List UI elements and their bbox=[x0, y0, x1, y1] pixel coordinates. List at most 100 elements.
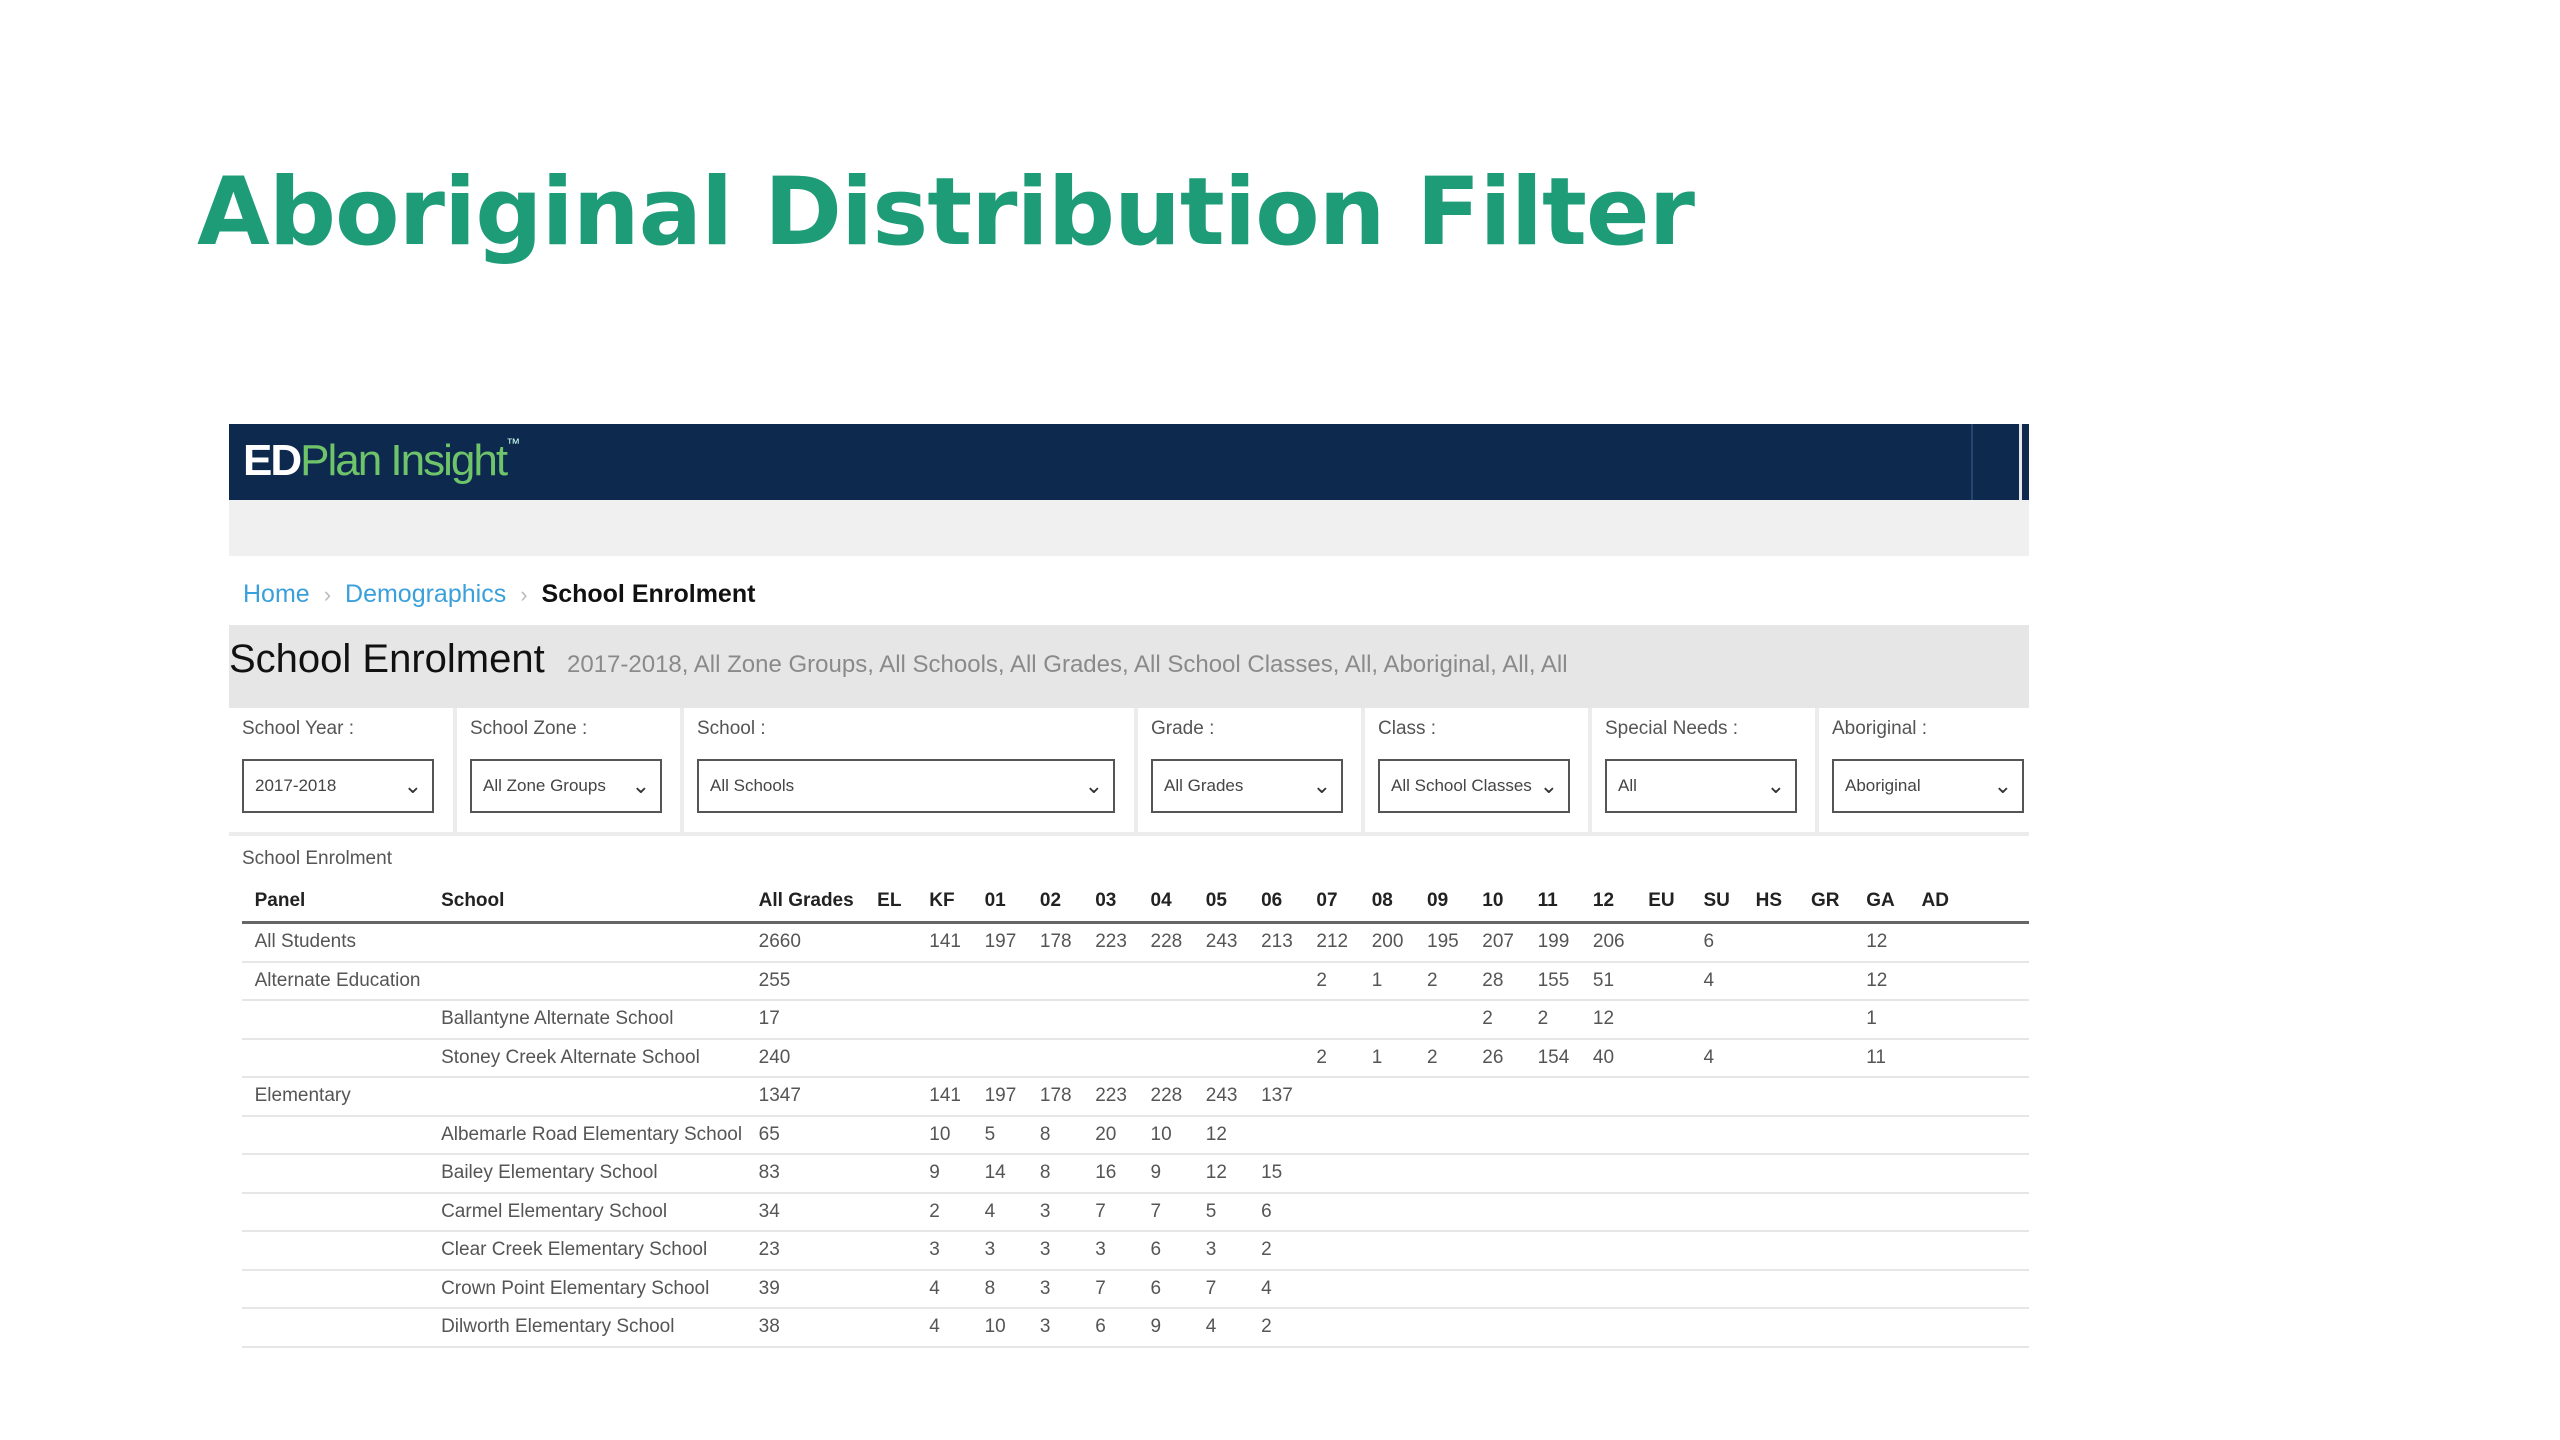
grade-count-cell: 206 bbox=[1592, 931, 1625, 953]
grade-count-cell: 2 bbox=[1427, 969, 1438, 991]
top-navbar: EDPlan Insight™ bbox=[229, 424, 2029, 500]
grade-count-cell: 3 bbox=[1095, 1239, 1106, 1261]
filter-label: School Year : bbox=[242, 718, 354, 739]
user-menu-icon[interactable] bbox=[2019, 424, 2029, 500]
breadcrumb-home[interactable]: Home bbox=[243, 580, 310, 608]
special-needs-select[interactable]: All ⌄ bbox=[1605, 759, 1797, 813]
grade-count-cell: 213 bbox=[1261, 931, 1293, 953]
grade-count-cell: 1 bbox=[1866, 1008, 1877, 1030]
column-header[interactable]: 11 bbox=[1537, 889, 1558, 911]
filter-school-year: School Year : 2017-2018 ⌄ bbox=[229, 708, 457, 836]
grade-count-cell: 10 bbox=[984, 1316, 1006, 1338]
column-header[interactable]: KF bbox=[929, 889, 955, 911]
chevron-down-icon: ⌄ bbox=[631, 773, 650, 798]
column-header[interactable]: Panel bbox=[254, 889, 306, 911]
grade-count-cell: 7 bbox=[1095, 1200, 1106, 1222]
school-select[interactable]: All Schools ⌄ bbox=[697, 759, 1115, 813]
column-header[interactable]: All Grades bbox=[758, 889, 854, 911]
grade-count-cell: 4 bbox=[1261, 1277, 1272, 1299]
grade-count-cell: 195 bbox=[1427, 931, 1459, 953]
grade-count-cell: 2 bbox=[1261, 1239, 1272, 1261]
chevron-down-icon: ⌄ bbox=[1993, 773, 2012, 798]
column-header[interactable]: AD bbox=[1921, 889, 1949, 911]
grade-count-cell: 4 bbox=[984, 1200, 996, 1222]
grade-count-cell: 6 bbox=[1703, 931, 1715, 953]
column-header[interactable]: 06 bbox=[1261, 889, 1283, 911]
grade-count-cell: 2660 bbox=[758, 931, 801, 953]
column-header[interactable]: 03 bbox=[1095, 889, 1117, 911]
panel-cell: All Students bbox=[254, 931, 357, 953]
column-header[interactable]: 08 bbox=[1371, 889, 1393, 911]
column-header[interactable]: GR bbox=[1810, 889, 1840, 911]
grade-count-cell: 17 bbox=[758, 1008, 780, 1030]
table-row: All Students 2660 141 197 178 223 228 243 213 212… bbox=[242, 924, 2029, 963]
grade-count-cell: 141 bbox=[929, 1085, 961, 1107]
grade-count-cell: 243 bbox=[1205, 931, 1238, 953]
grade-count-cell: 6 bbox=[1150, 1239, 1162, 1261]
grade-count-cell: 12 bbox=[1866, 931, 1888, 953]
column-header[interactable]: 05 bbox=[1205, 889, 1227, 911]
class-select[interactable]: All School Classes ⌄ bbox=[1378, 759, 1570, 813]
table-row: Ballantyne Alternate School 17 2 2 12 1 bbox=[242, 1001, 2029, 1040]
column-header[interactable]: SU bbox=[1703, 889, 1730, 911]
slide-title: Aboriginal Distribution Filter bbox=[197, 158, 1695, 267]
grade-count-cell: 1 bbox=[1371, 1046, 1383, 1068]
grade-count-cell: 243 bbox=[1205, 1085, 1238, 1107]
logo-plan-insight: Plan Insight bbox=[300, 436, 508, 485]
column-header[interactable]: EL bbox=[877, 889, 902, 911]
column-header[interactable]: 12 bbox=[1592, 889, 1615, 911]
column-header[interactable]: 09 bbox=[1427, 889, 1449, 911]
chevron-right-icon: › bbox=[323, 581, 332, 607]
app-logo[interactable]: EDPlan Insight™ bbox=[243, 435, 520, 488]
grade-count-cell: 4 bbox=[929, 1277, 940, 1299]
column-header[interactable]: 04 bbox=[1150, 889, 1172, 911]
grade-count-cell: 2 bbox=[1316, 1046, 1327, 1068]
filter-aboriginal: Aboriginal : Aboriginal ⌄ bbox=[1819, 708, 2029, 836]
column-header[interactable]: 10 bbox=[1482, 889, 1504, 911]
table-row: Alternate Education 255 2 1 2 28 155 51 4 12 bbox=[242, 963, 2029, 1001]
enrolment-table: Panel School All Grades EL KF 01 02 03 04 05 06 07 0… bbox=[242, 880, 2029, 1359]
grade-count-cell: 10 bbox=[1150, 1123, 1172, 1145]
grade-count-cell: 178 bbox=[1039, 1085, 1072, 1107]
grade-count-cell: 7 bbox=[1150, 1200, 1162, 1222]
table-header-row: Panel School All Grades EL KF 01 02 03 04 05 06 07 0… bbox=[242, 880, 2029, 924]
grade-count-cell: 9 bbox=[1150, 1162, 1162, 1184]
select-value: All Zone Groups bbox=[483, 776, 606, 795]
filter-special-needs: Special Needs : All ⌄ bbox=[1592, 708, 1819, 836]
column-header[interactable]: 07 bbox=[1316, 889, 1338, 911]
grade-count-cell: 4 bbox=[1703, 1046, 1715, 1068]
school-zone-select[interactable]: All Zone Groups ⌄ bbox=[470, 759, 662, 813]
grade-count-cell: 154 bbox=[1537, 1046, 1570, 1068]
grade-count-cell: 12 bbox=[1592, 1008, 1615, 1030]
grade-count-cell: 2 bbox=[1427, 1046, 1438, 1068]
grade-count-cell: 6 bbox=[1095, 1316, 1106, 1338]
school-year-select[interactable]: 2017-2018 ⌄ bbox=[242, 759, 434, 813]
grade-count-cell: 155 bbox=[1537, 969, 1570, 991]
aboriginal-select[interactable]: Aboriginal ⌄ bbox=[1832, 759, 2024, 813]
column-header[interactable]: EU bbox=[1648, 889, 1675, 911]
grade-count-cell: 197 bbox=[984, 1085, 1017, 1107]
grade-count-cell: 212 bbox=[1316, 931, 1349, 953]
table-row: Crown Point Elementary School 39 4 8 3 7 6 7 4 bbox=[242, 1271, 2029, 1309]
grade-select[interactable]: All Grades ⌄ bbox=[1151, 759, 1343, 813]
grade-count-cell: 12 bbox=[1205, 1162, 1227, 1184]
column-header[interactable]: HS bbox=[1755, 889, 1783, 911]
grade-count-cell: 255 bbox=[758, 969, 791, 991]
grade-count-cell: 197 bbox=[984, 931, 1017, 953]
filter-grade: Grade : All Grades ⌄ bbox=[1138, 708, 1365, 836]
grade-count-cell: 39 bbox=[758, 1277, 780, 1299]
column-header[interactable]: School bbox=[441, 889, 505, 911]
column-header[interactable]: 01 bbox=[984, 889, 1006, 911]
column-header[interactable]: GA bbox=[1866, 889, 1895, 911]
column-header[interactable]: 02 bbox=[1039, 889, 1062, 911]
grade-count-cell: 9 bbox=[1150, 1316, 1162, 1338]
breadcrumb-demographics[interactable]: Demographics bbox=[345, 580, 507, 608]
select-value: All School Classes bbox=[1391, 776, 1532, 795]
grade-count-cell: 1347 bbox=[758, 1085, 801, 1107]
filter-label: School : bbox=[697, 718, 766, 739]
chevron-down-icon: ⌄ bbox=[1084, 773, 1103, 798]
grade-count-cell: 178 bbox=[1039, 931, 1072, 953]
grade-count-cell: 9 bbox=[929, 1162, 940, 1184]
table-caption: School Enrolment bbox=[242, 848, 392, 869]
grade-count-cell: 28 bbox=[1482, 969, 1504, 991]
